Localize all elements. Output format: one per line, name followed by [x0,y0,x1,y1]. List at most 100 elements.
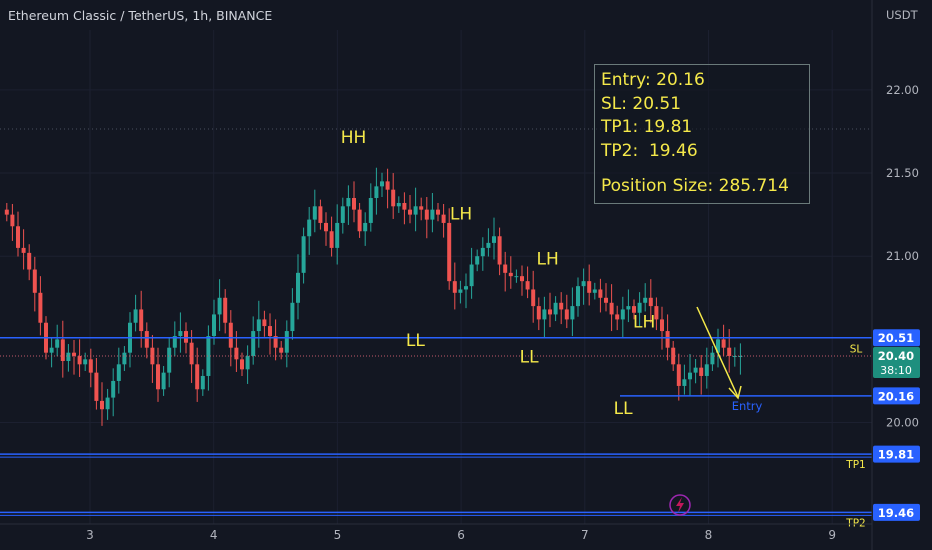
candle-body [688,372,692,380]
candle-body [60,339,65,361]
candle-body [83,359,88,365]
candle-body [654,306,659,320]
candle-body [66,352,71,361]
candle-body [184,331,188,343]
candle-body [374,186,379,198]
candle-body [206,336,211,376]
candle-body [503,264,508,273]
price-tag [873,445,920,463]
candle-body [324,222,328,232]
price-tag-text: 19.81 [878,448,914,462]
axis-unit-label: USDT [886,8,918,22]
projection-arrow-icon [696,306,742,400]
candle-body [77,356,82,365]
candle-body [626,306,631,310]
price-tag [873,387,920,405]
candle-body [682,379,687,386]
candle-body [156,364,160,390]
candle-body [284,331,289,353]
candle-body [643,297,648,303]
candle-body [167,347,172,373]
candle-body [441,214,446,223]
level-label-sl: SL [850,344,863,356]
candle-body [520,276,524,282]
candle-body [340,206,345,223]
candle-body [150,347,155,365]
candle-body [178,331,183,337]
candle-body [514,276,519,278]
candle-body [693,367,698,373]
x-axis: 3 4 5 6 7 8 9 [0,523,872,542]
candle-body [598,289,603,298]
candle-body [553,302,558,315]
x-tick-label: 8 [705,528,713,542]
candle-body [648,297,653,307]
candle-body [486,242,491,248]
candle-body [525,281,530,290]
candle-body [234,347,239,360]
price-tag-text: 20.16 [878,389,914,403]
candle-body [172,336,177,348]
candle-body [346,197,351,207]
entry-text: Entry: 20.16 [601,70,705,90]
candle-body [38,292,43,323]
candle-body [318,206,323,223]
swing-label-ll: LL [406,331,425,351]
candle-body [480,247,485,257]
candle-body [212,314,216,337]
candle-body [307,219,312,237]
candle-body [536,306,541,320]
candle-body [570,306,575,320]
candle-body [564,309,569,320]
price-tag-text: 19.46 [878,506,914,520]
candle-body [262,319,267,327]
candle-body [699,367,704,376]
candle-body [189,342,194,365]
candle-body [413,206,418,215]
lightning-icon[interactable] [669,494,691,516]
candle-body [581,281,586,287]
current-price-text: 20.40 [878,349,914,363]
candle-body [94,372,99,401]
x-tick-label: 3 [86,528,94,542]
candle-body [72,352,76,357]
candle-body [716,339,720,353]
bar-countdown-text: 38:10 [880,364,912,377]
candle-body [139,309,144,332]
candle-body [452,281,457,293]
candle-body [542,309,547,320]
candle-body [424,209,429,220]
level-label-tp1: TP1 [845,459,865,471]
candle-body [704,364,709,376]
candle-body [240,359,244,370]
annotations: HH LH LH LH LL LL LL [341,128,656,419]
candle-body [312,206,317,220]
candle-body [408,209,412,215]
candle-body [402,202,407,210]
y-tick-label: 20.00 [886,416,919,430]
candle-body [464,286,468,290]
swing-label-lh: LH [450,205,472,225]
candle-body [88,359,93,373]
price-tag-text: 20.51 [878,331,914,345]
candle-body [200,375,205,390]
x-tick-label: 4 [210,528,218,542]
candle-body [329,231,334,248]
sl-text: SL: 20.51 [601,93,682,114]
candle-body [16,226,20,248]
swing-label-ll: LL [614,399,633,419]
swing-label-lh: LH [633,313,655,333]
candle-body [721,339,726,348]
price-levels: SL Entry TP1 TP2 [0,336,872,529]
y-tick-label: 21.50 [886,166,919,180]
candle-body [10,214,15,227]
candle-body [161,372,166,390]
candles [4,167,743,426]
trade-setup-box: Entry: 20.16 SL: 20.51 TP1: 19.81 TP2: 1… [594,64,810,204]
candle-body [335,222,340,248]
candle-body [604,297,608,303]
candle-body [732,356,737,358]
x-tick-label: 9 [828,528,836,542]
y-tick-label: 22.00 [886,83,919,97]
candle-body [436,209,440,215]
